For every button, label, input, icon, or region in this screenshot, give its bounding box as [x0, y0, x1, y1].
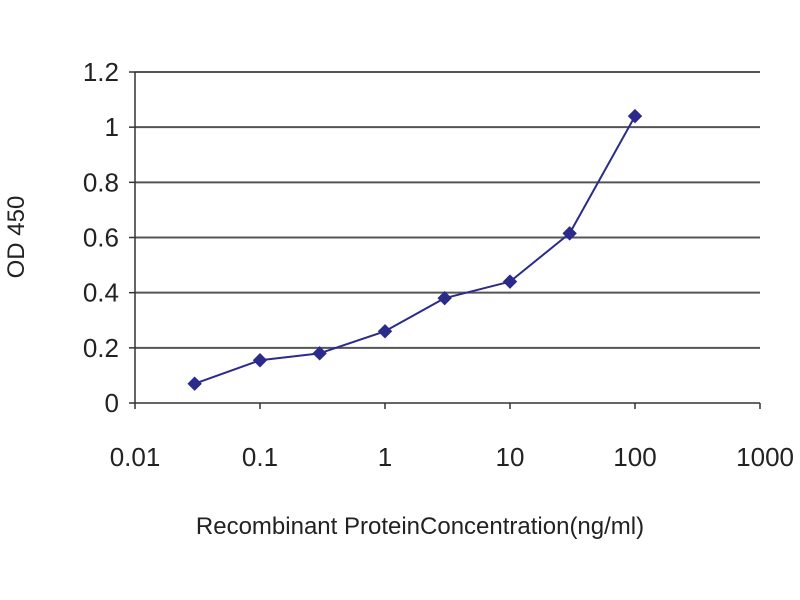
y-axis-title: OD 450 [3, 196, 30, 279]
x-tick-label: 0.1 [242, 442, 278, 472]
data-point [627, 108, 643, 124]
gridlines [135, 71, 760, 349]
data-point [252, 353, 268, 368]
x-axis-title: Recombinant ProteinConcentration(ng/ml) [196, 513, 644, 540]
data-point [187, 376, 202, 391]
data-point [312, 346, 327, 361]
series-line [194, 115, 636, 385]
data-point [437, 290, 452, 306]
y-tick-label: 1.2 [83, 57, 119, 87]
y-tick-label: 0.6 [83, 223, 119, 253]
x-tick-label: 100 [613, 442, 656, 472]
y-tick-label: 0.8 [83, 167, 119, 197]
axes [129, 71, 761, 409]
y-tick-label: 0.4 [83, 278, 119, 308]
x-tick-label: 0.01 [110, 442, 161, 472]
x-tick-label: 1 [378, 442, 392, 472]
y-tick-label: 0.2 [83, 333, 119, 363]
x-tick-labels: 0.01 0.1 1 10 100 1000 [110, 442, 794, 472]
y-tick-label: 0 [105, 388, 119, 418]
data-point [562, 226, 577, 241]
data-point [502, 274, 518, 289]
series [187, 108, 643, 391]
y-tick-label: 1 [105, 112, 119, 142]
data-point [377, 324, 393, 339]
x-tick-label: 10 [496, 442, 525, 472]
x-tick-label: 1000 [736, 442, 794, 472]
y-tick-labels: 0 0.2 0.4 0.6 0.8 1 1.2 [83, 57, 119, 418]
